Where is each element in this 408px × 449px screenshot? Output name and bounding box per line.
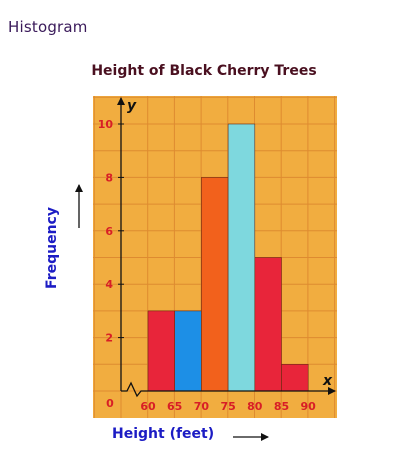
x-tick-label: 70: [194, 400, 210, 413]
histogram-bar: [174, 310, 202, 392]
histogram-bar: [227, 123, 256, 392]
x-tick-label: 75: [220, 400, 235, 413]
chart-title: Height of Black Cherry Trees: [91, 63, 317, 79]
y-tick-label: 8: [105, 171, 113, 184]
x-tick-label: 85: [274, 400, 289, 413]
y-axis-letter: y: [127, 98, 137, 114]
histogram-bar: [281, 363, 309, 392]
tick-labels: 2 4 6 8 10 60 65 70 75 80 85 90 0: [98, 118, 317, 413]
x-axis-label: Height (feet): [112, 426, 214, 442]
label-arrows: [75, 184, 269, 441]
histogram-bar: [147, 310, 176, 392]
x-tick-label: 60: [140, 400, 156, 413]
origin-label: 0: [106, 397, 114, 410]
y-tick-label: 6: [105, 225, 113, 238]
page-heading: Histogram: [8, 18, 88, 36]
x-axis-label-text: Height (feet): [112, 426, 215, 442]
x-axis-break: [121, 381, 148, 398]
histogram-bar: [254, 257, 282, 392]
y-tick-label: 10: [98, 118, 114, 131]
x-axis-letter: x: [322, 373, 333, 389]
histogram-bars: [147, 123, 309, 392]
x-tick-label: 65: [167, 400, 182, 413]
y-tick-label: 4: [105, 278, 113, 291]
x-tick-label: 80: [247, 400, 263, 413]
axes: yx: [117, 97, 336, 398]
y-tick-label: 2: [105, 332, 113, 345]
x-tick-label: 90: [301, 400, 317, 413]
histogram-bar: [201, 177, 229, 392]
